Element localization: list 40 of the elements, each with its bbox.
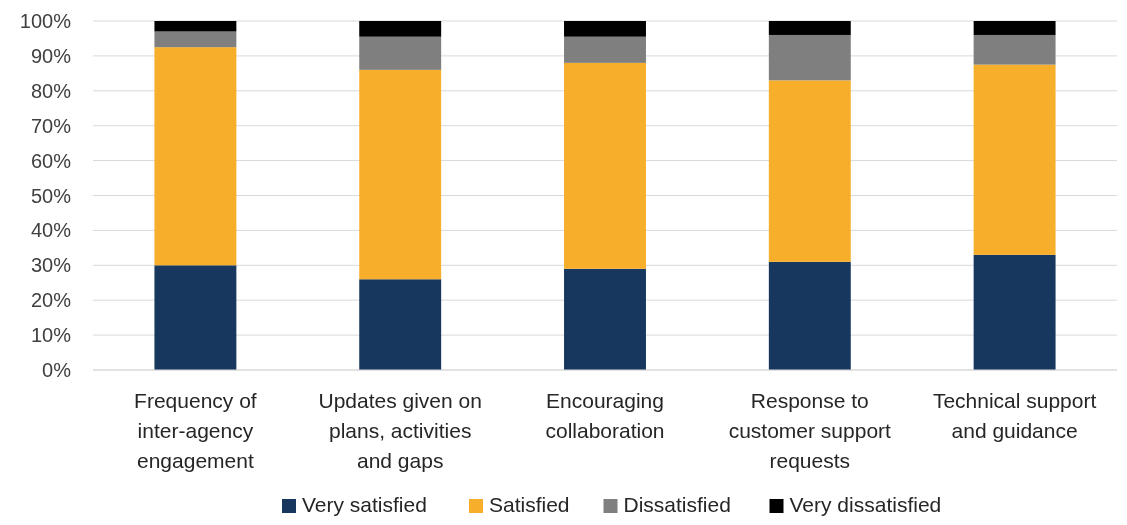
bar [359, 69, 442, 280]
y-tick-label: 60% [30, 149, 72, 172]
y-tick-label: 70% [30, 114, 72, 137]
y-tick-label: 40% [30, 219, 72, 242]
y-tick-label: 30% [30, 254, 72, 277]
x-tick-label: Response to customer support requests [728, 389, 892, 472]
y-tick-label: 50% [30, 184, 72, 207]
legend-label: Very dissatisfied [789, 493, 942, 516]
x-tick-label: Frequency of inter-agency engagement [134, 389, 257, 472]
y-tick-label: 100% [19, 10, 72, 32]
x-tick-label: Updates given on plans, activities and gaps [318, 389, 482, 472]
bar [768, 21, 851, 35]
bar [564, 21, 646, 37]
x-tick-label: Encouraging collaboration [545, 389, 665, 442]
bar [359, 36, 442, 70]
bar [359, 279, 442, 370]
y-tick-label: 80% [30, 79, 72, 102]
y-tick-label: 90% [30, 44, 72, 67]
y-tick-label: 0% [42, 359, 72, 381]
bar [973, 64, 1056, 255]
bar [154, 47, 237, 266]
bar [973, 34, 1056, 65]
legend-label: Very satisfied [302, 493, 427, 516]
bar [768, 261, 851, 370]
legend-label: Dissatisfied [623, 493, 731, 516]
bar [359, 21, 442, 37]
bar [973, 21, 1056, 35]
bar [154, 265, 237, 370]
bar [768, 34, 851, 81]
bar [564, 268, 646, 370]
bar [154, 21, 237, 32]
y-tick-label: 10% [30, 324, 72, 347]
bar [768, 80, 851, 262]
bar [564, 36, 646, 63]
x-tick-label: Technical support and guidance [932, 389, 1097, 442]
bar [973, 254, 1056, 370]
y-tick-label: 20% [30, 289, 72, 312]
bar [564, 62, 646, 269]
bar [154, 31, 237, 48]
legend-label: Satisfied [489, 493, 570, 516]
